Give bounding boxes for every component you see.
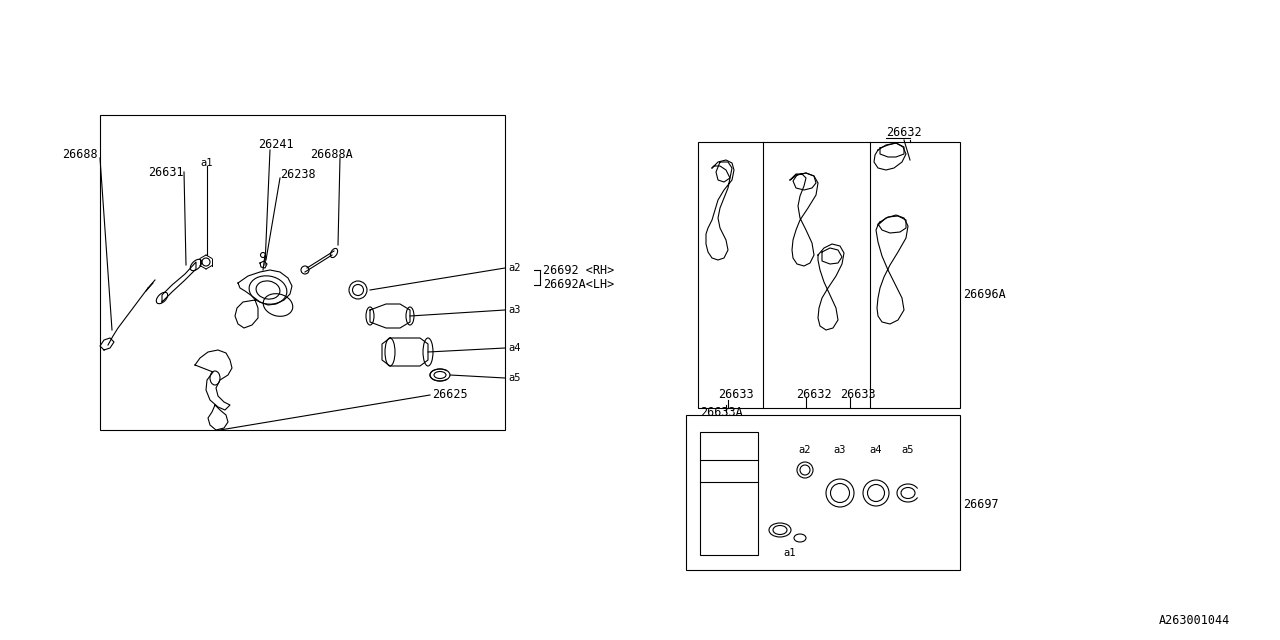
Text: 26633A: 26633A <box>700 406 742 419</box>
Text: a2: a2 <box>799 445 812 455</box>
Text: 26625: 26625 <box>433 388 467 401</box>
Text: a1: a1 <box>200 158 212 168</box>
Text: 26633: 26633 <box>840 388 876 401</box>
Text: 26692A<LH>: 26692A<LH> <box>543 278 614 291</box>
Text: a4: a4 <box>869 445 882 455</box>
Text: a4: a4 <box>508 343 521 353</box>
Text: a5: a5 <box>508 373 521 383</box>
Text: A263001044: A263001044 <box>1158 614 1230 627</box>
Bar <box>698 142 960 408</box>
Text: a2: a2 <box>508 263 521 273</box>
Text: a5: a5 <box>901 445 914 455</box>
Bar <box>700 432 758 555</box>
Text: 26241: 26241 <box>259 138 293 152</box>
Text: 26631: 26631 <box>148 166 183 179</box>
Text: 26688: 26688 <box>61 148 97 161</box>
Text: a3: a3 <box>833 445 846 455</box>
Text: 26632: 26632 <box>796 388 832 401</box>
Bar <box>100 115 506 430</box>
Text: a1: a1 <box>783 548 796 558</box>
Text: 26696A: 26696A <box>963 289 1006 301</box>
Text: 26688A: 26688A <box>310 148 353 161</box>
Text: a3: a3 <box>508 305 521 315</box>
Text: 26633: 26633 <box>718 388 754 401</box>
Text: 26692 <RH>: 26692 <RH> <box>543 264 614 276</box>
Bar <box>686 415 960 570</box>
Text: 26697: 26697 <box>963 499 998 511</box>
Text: 26238: 26238 <box>280 168 316 182</box>
Text: 26632: 26632 <box>886 127 922 140</box>
